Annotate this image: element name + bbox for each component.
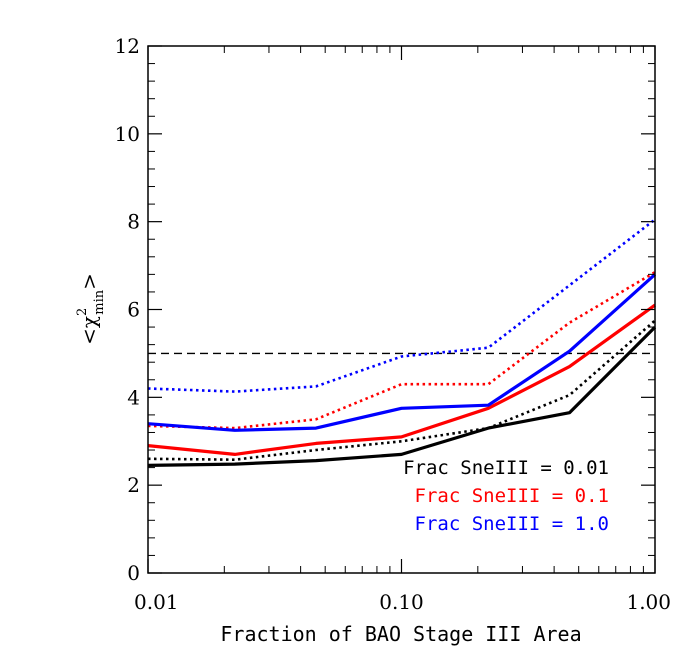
series-line-2 [147,303,656,456]
y-label-close: > [77,273,101,290]
y-tick-label: 12 [115,34,140,58]
y-label-sup: 2 [75,308,90,316]
y-tick-label: 0 [127,561,140,585]
legend-entry-0: Frac SneIII = 0.01 [403,457,609,479]
x-axis-label: Fraction of BAO Stage III Area [220,622,581,646]
tick-label-layer: 0 2 4 6 8 10 12 0.01 0.10 1.00 [115,34,671,614]
series-line-0 [147,325,657,467]
y-tick-label: 10 [115,122,140,146]
tick-layer [147,45,656,574]
series-layer [147,218,657,467]
legend: Frac SneIII = 0.01 Frac SneIII = 0.1 Fra… [403,457,609,535]
y-label-sub: min [92,289,107,314]
series-line-4 [147,273,657,432]
y-axis-label: <χ2 min> [75,273,107,345]
y-tick-label: 8 [127,210,140,234]
y-tick-label: 4 [127,385,140,409]
legend-entry-1: Frac SneIII = 0.1 [415,485,609,507]
y-tick-label: 2 [127,473,140,497]
legend-entry-2: Frac SneIII = 1.0 [415,513,609,535]
series-line-5 [147,218,656,393]
y-label-chi: χ [77,316,101,328]
y-tick-label: 6 [127,298,140,322]
y-label-open: < [77,328,101,345]
x-tick-label: 0.01 [134,590,179,614]
x-tick-label: 0.10 [379,590,424,614]
x-tick-label: 1.00 [626,590,671,614]
